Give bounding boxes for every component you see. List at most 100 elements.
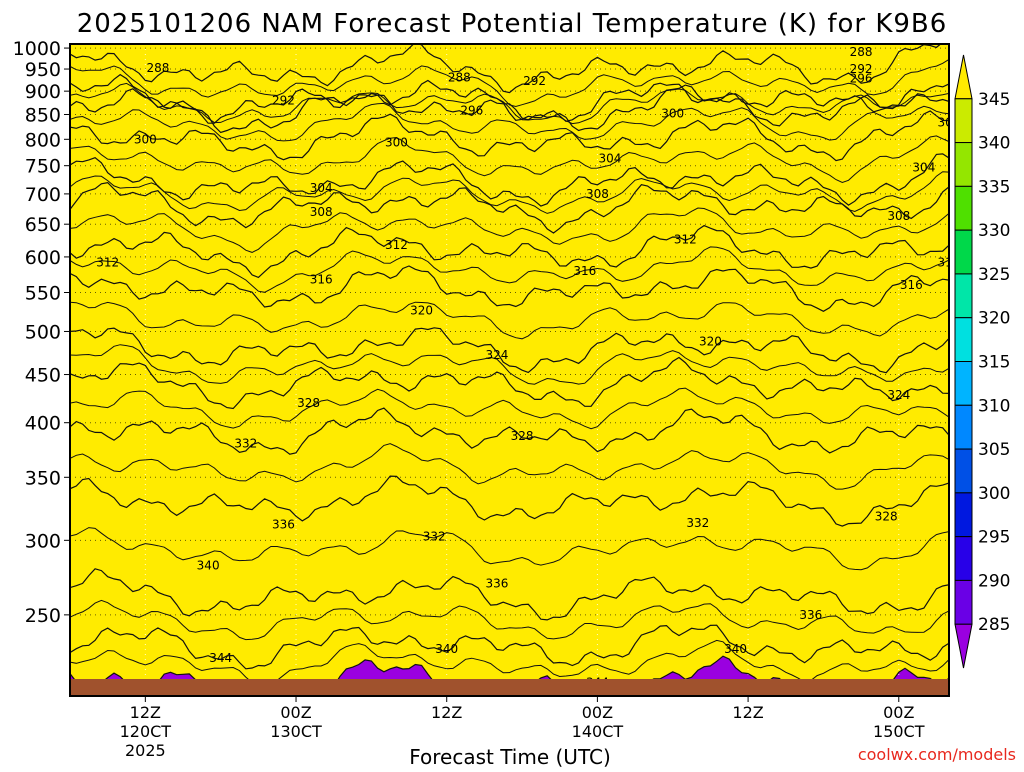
x-tick-label: 150CT [873, 722, 925, 741]
contour-label: 292 [850, 62, 873, 76]
contour-label: 324 [887, 388, 910, 402]
contour-label: 316 [310, 272, 333, 286]
contour-line [70, 224, 949, 279]
colorbar-swatch [954, 623, 973, 669]
contour-line [70, 265, 949, 312]
y-tick-label: 450 [25, 365, 61, 387]
contour-line [70, 82, 949, 125]
x-tick-label: 00Z [582, 703, 613, 722]
contour-line [70, 407, 949, 455]
contour-line [70, 301, 949, 340]
contour-label: 344 [209, 651, 232, 665]
contour-label: 300 [938, 115, 961, 129]
contour-label: 292 [272, 93, 295, 107]
contour-line [70, 624, 949, 670]
x-tick-label: 12Z [732, 703, 763, 722]
contour-label: 304 [310, 181, 333, 195]
contour-label: 312 [385, 238, 408, 252]
contour-line [70, 599, 949, 641]
y-tick-label: 300 [25, 530, 61, 552]
y-tick-label: 350 [25, 467, 61, 489]
ground-surface [70, 679, 949, 696]
contour-line [70, 475, 949, 527]
contour-line [70, 153, 949, 207]
contour-label: 308 [310, 205, 333, 219]
contour-label: 300 [385, 135, 408, 149]
contour-line [70, 443, 949, 490]
contour-label: 288 [448, 71, 471, 85]
y-tick-label: 700 [25, 184, 61, 206]
y-tick-label: 750 [25, 156, 61, 178]
colorbar-swatch [954, 404, 973, 450]
colorbar-label: 345 [978, 90, 1010, 110]
x-tick-label: 140CT [572, 722, 624, 741]
contour-label: 320 [699, 334, 722, 348]
colorbar-swatch [954, 579, 973, 625]
colorbar-label: 290 [978, 571, 1010, 591]
plot-area: 3443443403403403363363363323323323283283… [70, 44, 961, 696]
y-tick-label: 850 [25, 105, 61, 127]
contour-label: 340 [197, 559, 220, 573]
contour-line [70, 327, 949, 374]
colorbar-swatch [954, 361, 973, 406]
filled-contours [70, 44, 949, 696]
colorbar-label: 340 [978, 134, 1010, 154]
colorbar-swatch [954, 98, 973, 144]
contour-line [70, 135, 949, 184]
pressure-axis: 2503003504004505005506006507007508008509… [13, 38, 70, 627]
contour-label: 288 [850, 45, 873, 59]
contour-label: 300 [134, 132, 157, 146]
contour-line [70, 44, 942, 94]
y-tick-label: 400 [25, 413, 61, 435]
colorbar-label: 320 [978, 309, 1010, 329]
colorbar-swatch [954, 229, 973, 275]
x-tick-label: 130CT [270, 722, 322, 741]
colorbar-label: 305 [978, 440, 1010, 460]
x-tick-label: 2025 [125, 741, 166, 760]
y-tick-label: 500 [25, 321, 61, 343]
y-tick-label: 1000 [13, 38, 61, 60]
contour-label: 336 [799, 608, 822, 622]
y-tick-label: 900 [25, 81, 61, 103]
colorbar-label: 300 [978, 484, 1010, 504]
contour-line [70, 344, 949, 385]
y-tick-label: 600 [25, 247, 61, 269]
colorbar-label: 315 [978, 353, 1010, 373]
colorbar-swatch [954, 317, 973, 363]
contour-label: 312 [938, 255, 961, 269]
contour-label: 308 [586, 187, 609, 201]
contour-line [70, 356, 949, 410]
contour-label: 328 [875, 509, 898, 523]
colorbar-swatch [954, 185, 973, 231]
contour-label: 308 [887, 209, 910, 223]
contour-label: 332 [686, 516, 709, 530]
colorbar-label: 310 [978, 396, 1010, 416]
contour-label: 312 [96, 255, 119, 269]
x-axis-label: Forecast Time (UTC) [409, 745, 611, 768]
contour-line [70, 181, 949, 234]
colorbar-label: 295 [978, 528, 1010, 548]
contour-label: 340 [435, 642, 458, 656]
contour-label: 332 [423, 529, 446, 543]
contour-label: 300 [661, 107, 684, 121]
contour-label: 336 [272, 517, 295, 531]
contour-line [70, 207, 949, 253]
credit-link[interactable]: coolwx.com/models [858, 745, 1016, 764]
contour-label: 316 [900, 278, 923, 292]
x-tick-label: 12Z [431, 703, 462, 722]
y-tick-label: 800 [25, 129, 61, 151]
x-tick-label: 12Z [130, 703, 161, 722]
contour-label: 328 [511, 429, 534, 443]
x-tick-label: 00Z [280, 703, 311, 722]
y-tick-label: 950 [25, 59, 61, 81]
plot-frame [69, 43, 950, 697]
colorbar-label: 335 [978, 177, 1010, 197]
y-tick-label: 650 [25, 214, 61, 236]
colorbar-swatch [954, 536, 973, 581]
colorbar-swatch [954, 448, 973, 494]
y-tick-label: 550 [25, 282, 61, 304]
contour-label: 292 [523, 74, 546, 88]
contour-line [70, 527, 949, 571]
contour-lines: 3443443403403403363363363323323323283283… [70, 44, 961, 696]
colorbar-label: 285 [978, 615, 1010, 635]
